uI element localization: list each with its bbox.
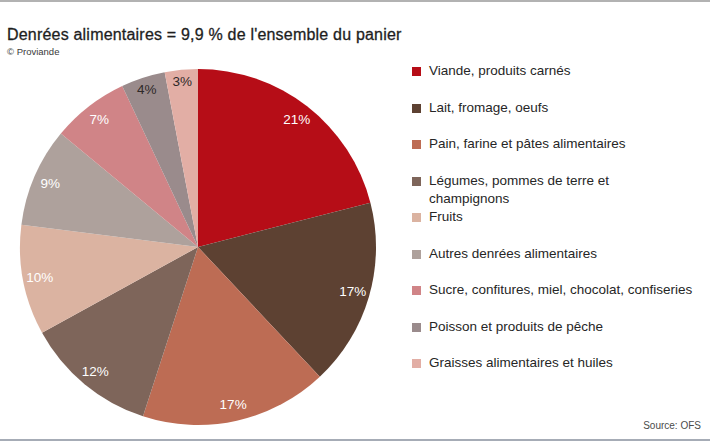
legend-item: Sucre, confitures, miel, chocolat, confi… (412, 281, 704, 318)
legend-label: Poisson et produits de pêche (429, 318, 603, 337)
legend-label: Autres denrées alimentaires (429, 245, 597, 264)
pie-slice-label: 17% (220, 397, 247, 412)
legend-swatch (412, 359, 421, 368)
legend-swatch (412, 67, 421, 76)
legend-label: Sucre, confitures, miel, chocolat, confi… (429, 281, 692, 300)
legend-swatch (412, 286, 421, 295)
pie-slice-label: 4% (137, 82, 157, 97)
pie-slice-label: 7% (90, 112, 110, 127)
legend-item: Poisson et produits de pêche (412, 318, 704, 355)
legend-label: Graisses alimentaires et huiles (429, 354, 613, 373)
legend: Viande, produits carnés Lait, fromage, oe… (412, 62, 704, 391)
pie-slice-label: 21% (283, 112, 310, 127)
legend-swatch (412, 177, 421, 186)
legend-swatch (412, 140, 421, 149)
legend-swatch (412, 104, 421, 113)
legend-item: Fruits (412, 208, 704, 245)
legend-swatch (412, 250, 421, 259)
legend-swatch (412, 323, 421, 332)
legend-label: Lait, fromage, oeufs (429, 99, 548, 118)
legend-item: Lait, fromage, oeufs (412, 99, 704, 136)
legend-label: Viande, produits carnés (429, 62, 571, 81)
legend-item: Graisses alimentaires et huiles (412, 354, 704, 391)
pie-slice-label: 17% (339, 284, 366, 299)
legend-label: Légumes, pommes de terre etchampignons (429, 172, 609, 209)
legend-item: Viande, produits carnés (412, 62, 704, 99)
legend-item: Légumes, pommes de terre etchampignons (412, 172, 704, 209)
legend-label: Pain, farine et pâtes alimentaires (429, 135, 626, 154)
legend-swatch (412, 213, 421, 222)
pie-slice-label: 9% (40, 176, 60, 191)
legend-label: Fruits (429, 208, 463, 227)
legend-item: Autres denrées alimentaires (412, 245, 704, 282)
legend-item: Pain, farine et pâtes alimentaires (412, 135, 704, 172)
pie-slice-label: 10% (26, 270, 53, 285)
source-note: Source: OFS (643, 420, 701, 431)
bottom-border-rule (0, 439, 710, 441)
pie-slice-label: 3% (173, 74, 193, 89)
pie-slice-label: 12% (82, 364, 109, 379)
